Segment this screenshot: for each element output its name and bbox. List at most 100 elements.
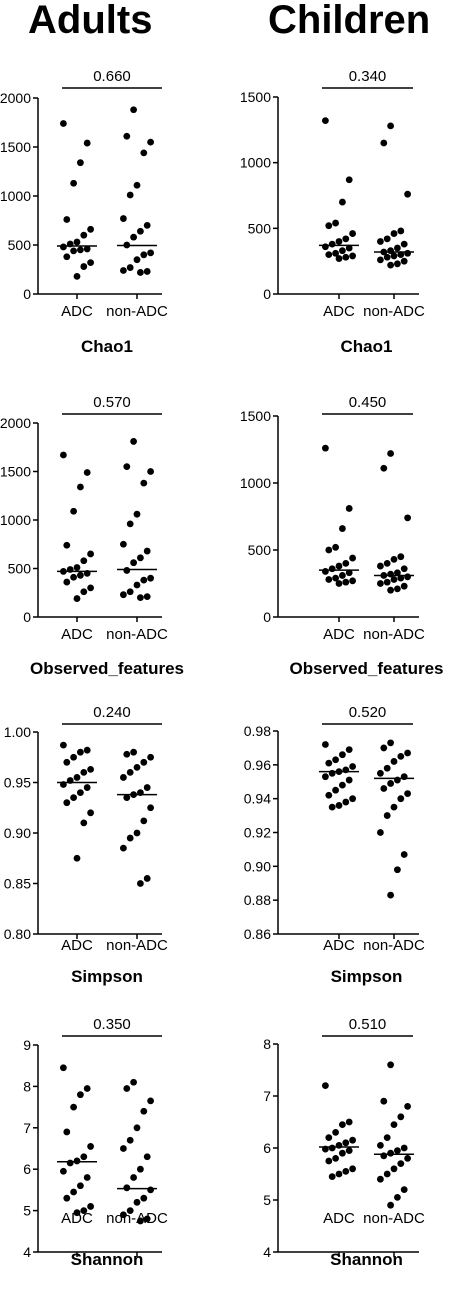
data-point xyxy=(387,780,394,787)
y-tick-label: 1000 xyxy=(240,155,271,171)
data-point xyxy=(140,1107,148,1115)
y-tick-label: 1000 xyxy=(0,512,31,528)
y-tick-label: 0.90 xyxy=(4,825,31,841)
data-point xyxy=(123,132,131,140)
data-point xyxy=(387,261,394,269)
data-point xyxy=(70,573,77,581)
data-point xyxy=(390,1165,398,1173)
data-point xyxy=(130,559,138,567)
data-point xyxy=(126,834,134,842)
children-column-title: Children xyxy=(268,0,431,42)
data-point xyxy=(83,1085,91,1092)
data-point xyxy=(383,764,391,772)
data-point xyxy=(377,256,384,264)
data-point xyxy=(66,1159,74,1167)
x-category-label: non-ADC xyxy=(363,626,425,643)
pvalue-label: 0.570 xyxy=(93,394,131,411)
data-point xyxy=(325,251,333,258)
data-point xyxy=(73,595,81,602)
data-point xyxy=(77,1182,84,1190)
x-category-label: non-ADC xyxy=(106,626,168,643)
data-point xyxy=(345,244,353,252)
data-point xyxy=(335,255,343,262)
y-tick-label: 4 xyxy=(23,1244,31,1260)
data-point xyxy=(342,253,350,261)
data-point xyxy=(349,795,356,803)
data-point xyxy=(140,149,148,157)
data-point xyxy=(80,231,88,239)
data-point xyxy=(345,1118,353,1126)
data-point xyxy=(322,1082,329,1089)
data-point xyxy=(380,139,388,147)
data-point xyxy=(404,790,411,797)
data-point xyxy=(332,1155,339,1162)
data-point xyxy=(123,1184,131,1192)
data-point xyxy=(77,159,84,167)
data-point xyxy=(143,547,151,555)
data-point xyxy=(400,257,408,265)
data-point xyxy=(394,1194,401,1201)
data-point xyxy=(120,267,127,274)
data-point xyxy=(342,798,350,806)
data-point xyxy=(335,802,343,809)
data-point xyxy=(339,1121,346,1128)
data-point xyxy=(335,1142,343,1149)
data-point xyxy=(70,507,77,515)
data-point xyxy=(137,1165,144,1173)
data-point xyxy=(80,769,88,776)
data-point xyxy=(147,574,155,582)
data-point xyxy=(133,581,141,589)
data-point xyxy=(147,1097,155,1105)
data-point xyxy=(400,851,408,858)
pvalue-label: 0.340 xyxy=(349,68,387,85)
data-point xyxy=(339,751,346,759)
data-point xyxy=(339,198,346,206)
data-point xyxy=(123,567,131,574)
data-point xyxy=(383,1134,391,1141)
data-point xyxy=(137,269,144,276)
data-point xyxy=(404,573,411,581)
y-tick-label: 0.96 xyxy=(244,757,271,773)
data-point xyxy=(387,122,394,130)
x-category-label: non-ADC xyxy=(106,1210,168,1227)
panel-adults-chao1: 0 500 1000 1500 2000 ADC non-ADC 0.660 Chao1 xyxy=(0,68,168,356)
data-point xyxy=(345,746,353,754)
y-tick-label: 0.92 xyxy=(244,825,271,841)
data-point xyxy=(339,247,346,255)
y-tick-label: 0 xyxy=(263,609,271,625)
data-point xyxy=(70,753,77,761)
data-point xyxy=(322,243,329,251)
data-point xyxy=(342,1139,350,1147)
data-point xyxy=(349,252,356,260)
y-tick-label: 0.85 xyxy=(4,876,31,892)
data-point xyxy=(387,1149,394,1157)
data-point xyxy=(342,560,350,567)
x-category-label: non-ADC xyxy=(106,937,168,954)
data-point xyxy=(400,1186,408,1193)
data-point xyxy=(390,1121,398,1128)
data-point xyxy=(70,179,77,187)
pvalue-label: 0.520 xyxy=(349,704,387,721)
metric-title: Simpson xyxy=(331,967,403,986)
data-point xyxy=(87,1203,94,1210)
y-tick-label: 1.00 xyxy=(4,724,31,740)
data-point xyxy=(73,238,81,246)
data-point xyxy=(325,222,333,230)
y-tick-label: 0 xyxy=(23,286,31,302)
metric-title: Shannon xyxy=(330,1250,403,1269)
data-point xyxy=(404,249,411,257)
data-point xyxy=(390,230,398,237)
y-tick-label: 7 xyxy=(23,1120,31,1136)
pvalue-label: 0.660 xyxy=(93,68,131,85)
x-category-label: ADC xyxy=(61,937,93,954)
data-point xyxy=(147,753,155,761)
data-point xyxy=(387,1061,394,1069)
data-point xyxy=(390,555,398,563)
y-tick-label: 500 xyxy=(8,237,32,253)
data-point xyxy=(394,260,401,268)
y-tick-label: 1000 xyxy=(0,188,31,204)
y-tick-label: 5 xyxy=(263,1192,271,1208)
data-point xyxy=(380,1097,388,1105)
y-tick-label: 1500 xyxy=(0,464,31,480)
data-point xyxy=(345,176,353,184)
